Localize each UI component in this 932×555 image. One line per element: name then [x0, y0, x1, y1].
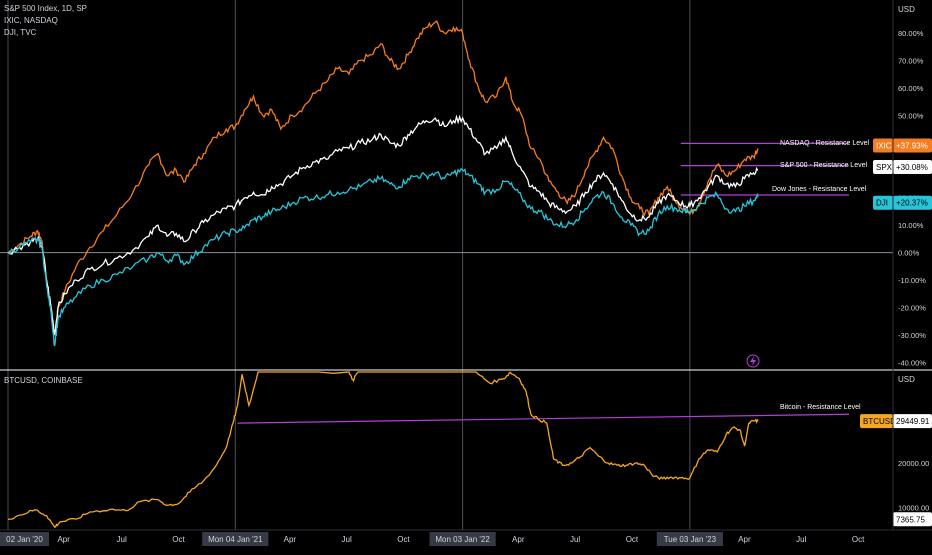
time-label-bg [429, 532, 496, 546]
bottom-currency-label: USD [898, 375, 915, 384]
time-axis-label: Oct [397, 535, 410, 544]
time-axis-label: Oct [172, 535, 185, 544]
time-axis-label: Mon 04 Jan '21 [208, 535, 263, 544]
y-tick-label: 10.00% [898, 221, 924, 230]
series-line-btcusd [7, 371, 759, 528]
y-tick-label: 0.00% [898, 249, 920, 258]
time-axis-label: Tue 03 Jan '23 [664, 535, 717, 544]
y-tick-label: 80.00% [898, 29, 924, 38]
y-tick-label: -10.00% [898, 276, 926, 285]
annotation-nasdaq: NASDAQ - Resistance Level [780, 140, 870, 147]
badge-btc-name-label: BTCUSD [863, 417, 896, 426]
badge-dji-value-label: +20.37% [896, 199, 928, 208]
top-currency-label: USD [898, 5, 915, 14]
y-tick-label: 50.00% [898, 111, 924, 120]
legend-btcusd[interactable]: BTCUSD, COINBASE [4, 376, 83, 385]
badge-btc-base-bg [893, 512, 932, 527]
resistance-layer [237, 142, 850, 424]
badge-btc-name-bg [860, 414, 893, 429]
time-axis-label: Jul [342, 535, 352, 544]
time-axis-label: Oct [852, 535, 865, 544]
annotation-spx: S&P 500 - Resistance Level [780, 162, 867, 169]
badge-btc-value-bg [893, 414, 932, 429]
legend-ixic[interactable]: IXIC, NASDAQ [4, 16, 58, 25]
time-label-bg [0, 532, 49, 546]
annotation-btc: Bitcoin - Resistance Level [780, 404, 861, 411]
time-axis-label: Apr [57, 535, 70, 544]
badge-ixic-name-label: IXIC [876, 141, 892, 150]
axis-layer: -40.00% -30.00% -20.00% -10.00% 0.00% 10.00% 2… [0, 29, 932, 546]
time-label-bg [656, 532, 723, 546]
series-line-ixic [7, 20, 759, 336]
badge-dji-value-bg [893, 195, 932, 210]
y-tick-label: 70.00% [898, 56, 924, 65]
time-label-bg [202, 532, 269, 546]
y-tick-label: 60.00% [898, 84, 924, 93]
time-axis-label: Jul [570, 535, 580, 544]
time-axis-label: Jul [117, 535, 127, 544]
series-line-spx [7, 114, 759, 336]
annotation-dji: Dow Jones - Resistance Level [772, 186, 867, 193]
resistance-line [237, 413, 850, 424]
badge-ixic-name-bg [873, 138, 893, 153]
badge-ixic-value-bg [893, 138, 932, 153]
badge-spx-value-label: +30.08% [896, 163, 928, 172]
time-axis-label: Apr [284, 535, 297, 544]
time-axis-label: Apr [512, 535, 525, 544]
lightning-icon[interactable] [746, 354, 760, 368]
grid-layer [0, 0, 893, 530]
time-axis-label: Apr [738, 535, 751, 544]
y-tick-label: -20.00% [898, 304, 926, 313]
time-axis-label: Oct [626, 535, 639, 544]
time-axis-label: 02 Jan '20 [6, 535, 43, 544]
badge-spx-value-bg [893, 160, 932, 175]
y-tick-label: 20000.00 [898, 459, 929, 468]
badge-spx-name-bg [873, 160, 893, 175]
badge-dji-name-label: DJI [876, 199, 888, 208]
y-tick-label: 10000.00 [898, 504, 929, 513]
time-axis-label: Mon 03 Jan '22 [435, 535, 490, 544]
badge-btc-base-label: 7365.75 [896, 515, 925, 524]
legend-dji[interactable]: DJI, TVC [4, 28, 37, 37]
series-line-dji [7, 167, 759, 347]
y-tick-label: -40.00% [898, 359, 926, 368]
time-axis-label: Jul [796, 535, 806, 544]
badge-dji-name-bg [873, 195, 893, 210]
y-tick-label: -30.00% [898, 331, 926, 340]
badge-btc-value-label: 29449.91 [896, 417, 930, 426]
badge-ixic-value-label: +37.93% [896, 141, 928, 150]
badge-layer: IXIC +37.93% SPX +30.08% DJI +20.37% BTCUSD 294… [860, 138, 932, 527]
legend-spx[interactable]: S&P 500 Index, 1D, SP [4, 4, 87, 13]
series-layer [7, 20, 759, 528]
badge-spx-name-label: SPX [876, 163, 893, 172]
